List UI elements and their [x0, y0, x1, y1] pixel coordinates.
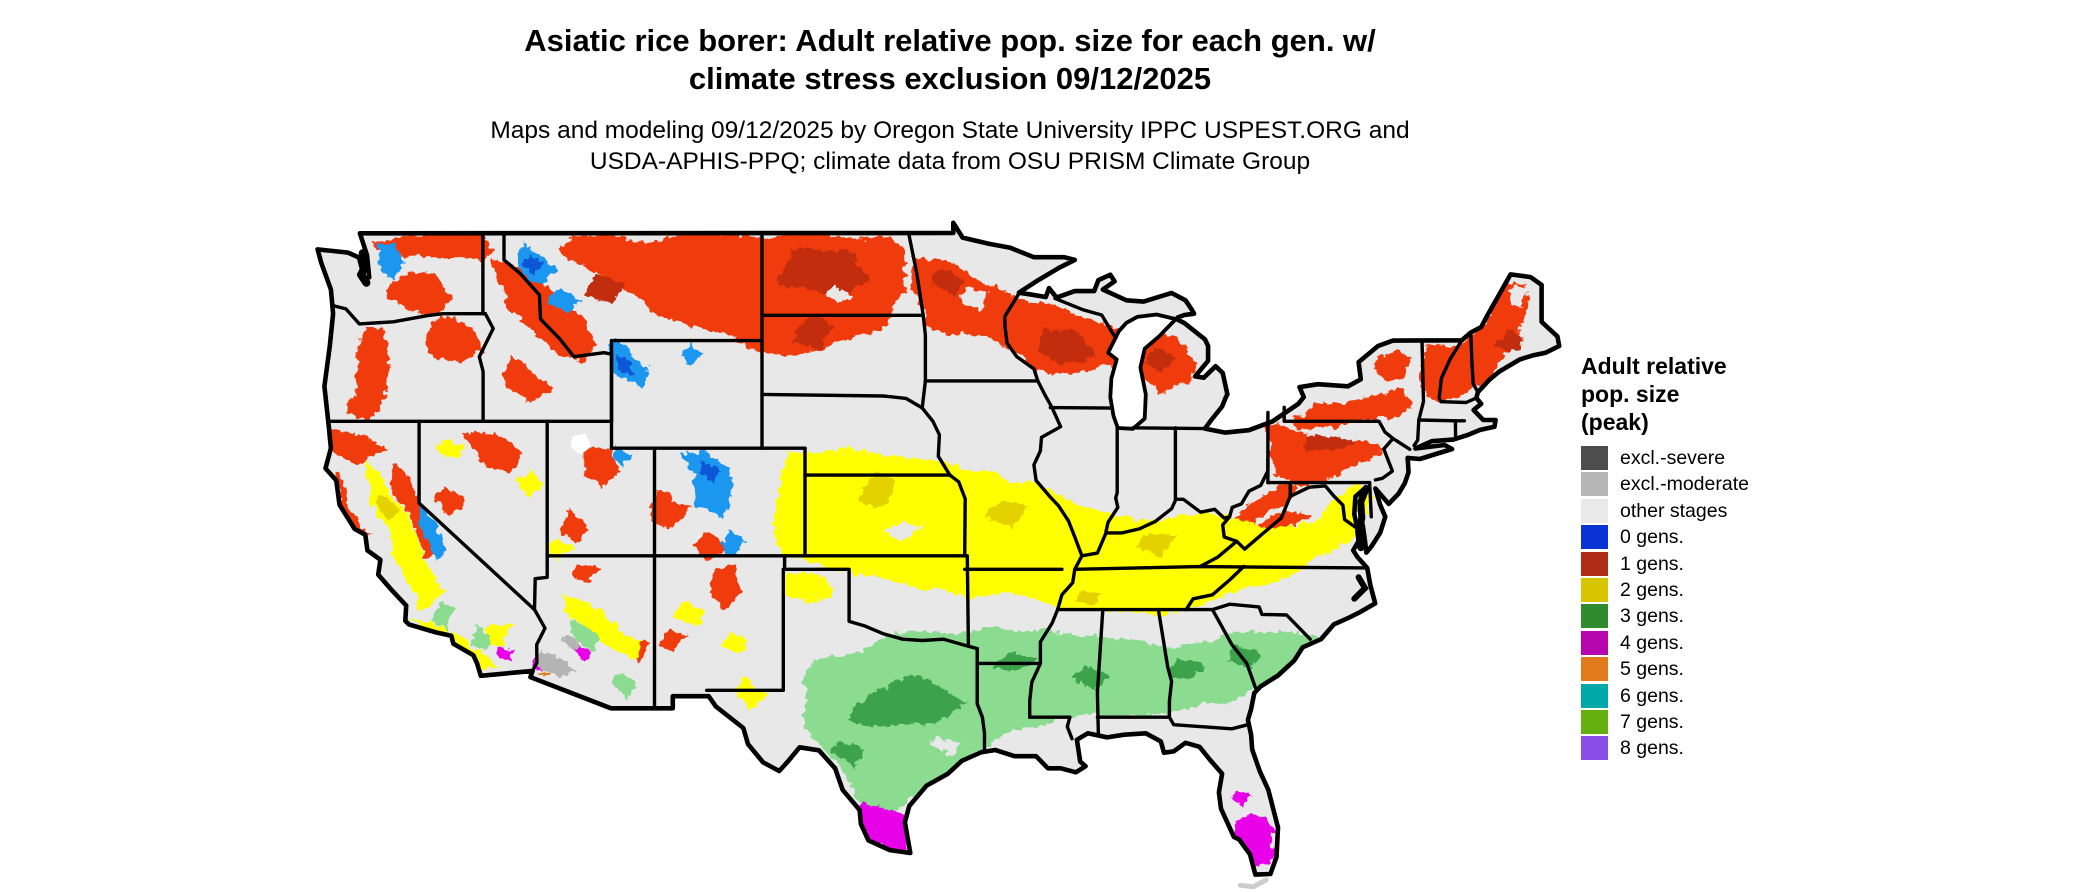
legend-item: 1 gens.	[1581, 551, 1881, 576]
legend-swatch	[1581, 709, 1608, 734]
legend-item-label: 4 gens.	[1620, 631, 1684, 654]
legend-title-line-3: (peak)	[1581, 409, 1649, 435]
legend-swatch	[1581, 577, 1608, 602]
legend-item: 5 gens.	[1581, 657, 1881, 682]
legend-swatch	[1581, 630, 1608, 655]
legend-swatch	[1581, 736, 1608, 761]
legend-swatch	[1581, 683, 1608, 708]
legend-swatch	[1581, 551, 1608, 576]
legend-swatch	[1581, 525, 1608, 550]
legend-item: 7 gens.	[1581, 709, 1881, 734]
legend-item-label: excl.-severe	[1620, 447, 1726, 469]
page-title: Asiatic rice borer: Adult relative pop. …	[0, 22, 1900, 98]
legend-swatch	[1581, 657, 1608, 682]
title-line-2: climate stress exclusion 09/12/2025	[688, 61, 1212, 96]
legend-item: 2 gens.	[1581, 577, 1881, 602]
legend-items: excl.-severe excl.-moderate other stages…	[1581, 446, 1881, 761]
legend-item-label: 6 gens.	[1620, 684, 1684, 707]
legend-item-label: 8 gens.	[1620, 737, 1684, 760]
legend-item: excl.-moderate	[1581, 472, 1881, 497]
legend-swatch	[1581, 604, 1608, 629]
legend-item-label: excl.-moderate	[1620, 473, 1749, 496]
legend-item: 6 gens.	[1581, 683, 1881, 708]
title-line-1: Asiatic rice borer: Adult relative pop. …	[524, 23, 1376, 58]
subtitle-line-1: Maps and modeling 09/12/2025 by Oregon S…	[490, 117, 1410, 144]
legend-title: Adult relative pop. size (peak)	[1581, 352, 1881, 436]
legend-item: 8 gens.	[1581, 736, 1881, 761]
subtitle-line-2: USDA-APHIS-PPQ; climate data from OSU PR…	[589, 148, 1311, 175]
legend-item: 4 gens.	[1581, 630, 1881, 655]
legend-item: excl.-severe	[1581, 446, 1881, 470]
legend: Adult relative pop. size (peak) excl.-se…	[1581, 352, 1881, 763]
legend-title-line-2: pop. size	[1581, 381, 1680, 407]
page-subtitle: Maps and modeling 09/12/2025 by Oregon S…	[0, 115, 1900, 177]
legend-item-label: 1 gens.	[1620, 552, 1684, 575]
legend-title-line-1: Adult relative	[1581, 353, 1727, 379]
legend-item-label: 0 gens.	[1620, 526, 1684, 549]
legend-item-label: other stages	[1620, 499, 1728, 522]
legend-swatch	[1581, 472, 1608, 497]
legend-item: 3 gens.	[1581, 604, 1881, 629]
legend-swatch	[1581, 498, 1608, 523]
legend-item-label: 7 gens.	[1620, 710, 1684, 733]
legend-item: 0 gens.	[1581, 525, 1881, 550]
legend-item-label: 3 gens.	[1620, 605, 1684, 628]
legend-item-label: 2 gens.	[1620, 578, 1684, 601]
legend-item-label: 5 gens.	[1620, 658, 1684, 681]
header: Asiatic rice borer: Adult relative pop. …	[0, 22, 1900, 177]
legend-item: other stages	[1581, 498, 1881, 523]
legend-swatch	[1581, 446, 1608, 470]
